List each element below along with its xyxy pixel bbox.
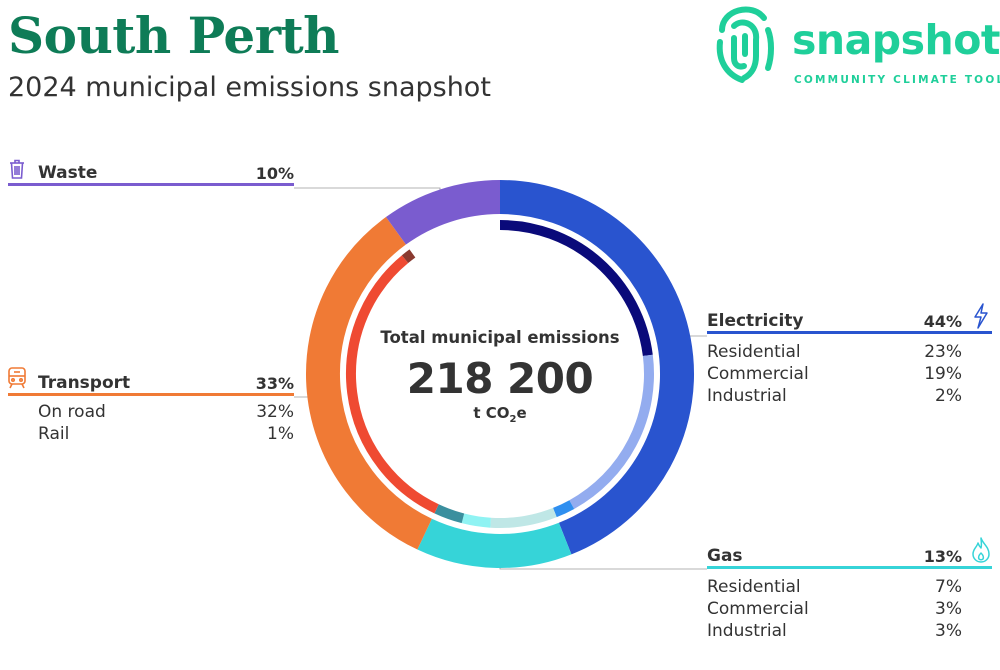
unit-prefix: t CO bbox=[473, 404, 510, 422]
sector-arc-gas bbox=[417, 518, 572, 568]
sector-name: Electricity bbox=[707, 311, 804, 331]
sector-name: Transport bbox=[38, 373, 131, 393]
sector-arc-transport bbox=[306, 217, 433, 550]
subsector-arc-electricity-industrial bbox=[552, 500, 575, 518]
logo-wordmark: snapshot bbox=[792, 16, 1000, 64]
unit-suffix: e bbox=[516, 404, 527, 422]
sector-gas: Gas 13% Residential 7% Commercial 3% Ind… bbox=[677, 537, 992, 641]
subsector-arc-gas-industrial bbox=[434, 504, 465, 524]
sector-arc-electricity bbox=[499, 180, 694, 555]
sector-percent: 13% bbox=[923, 547, 962, 566]
sector-header: Waste 10% bbox=[8, 159, 294, 186]
sector-ring bbox=[306, 180, 694, 568]
subsector-label: Commercial bbox=[707, 599, 809, 619]
sector-header: Transport 33% bbox=[8, 367, 294, 396]
sector-header: Electricity 44% bbox=[677, 303, 992, 334]
subsector-label: Residential bbox=[707, 577, 801, 597]
subsector-label: Residential bbox=[707, 342, 801, 362]
subsector-value: 3% bbox=[935, 621, 962, 641]
subsector-value: 7% bbox=[935, 577, 962, 597]
subsector-row: Commercial 3% bbox=[677, 597, 992, 619]
subsector-label: Industrial bbox=[707, 621, 787, 641]
subsector-arc-gas-residential bbox=[490, 507, 557, 528]
total-emissions-value: 218 200 bbox=[406, 354, 594, 403]
subsector-row: Residential 23% bbox=[677, 340, 992, 362]
subsector-row: Residential 7% bbox=[677, 575, 992, 597]
sector-arc-waste bbox=[385, 180, 501, 245]
snapshot-logo[interactable]: snapshot COMMUNITY CLIMATE TOOL bbox=[712, 0, 1000, 92]
fingerprint-logo-icon bbox=[716, 6, 774, 83]
page-subtitle: 2024 municipal emissions snapshot bbox=[8, 72, 491, 103]
subsector-row: Commercial 19% bbox=[677, 362, 992, 384]
sector-underline bbox=[8, 393, 294, 396]
subsector-row: Industrial 3% bbox=[677, 619, 992, 641]
subsector-value: 1% bbox=[267, 424, 294, 444]
leader-line bbox=[294, 187, 441, 196]
total-emissions-label: Total municipal emissions bbox=[380, 328, 620, 347]
subsector-label: On road bbox=[38, 402, 106, 422]
subsector-arc-gas-commercial bbox=[461, 513, 492, 528]
subsector-ring bbox=[346, 220, 654, 528]
sector-name: Waste bbox=[38, 163, 98, 183]
sector-underline bbox=[707, 566, 992, 569]
trash-bin-icon bbox=[10, 159, 24, 179]
subsector-arc-electricity-commercial bbox=[569, 354, 654, 509]
subsector-label: Industrial bbox=[707, 386, 787, 406]
subsector-row: On road 32% bbox=[8, 400, 294, 422]
subsector-row: Industrial 2% bbox=[677, 384, 992, 406]
sector-header: Gas 13% bbox=[677, 537, 992, 569]
subsector-value: 32% bbox=[256, 402, 294, 422]
subsector-value: 19% bbox=[924, 364, 962, 384]
subsector-arc-transport-rail bbox=[401, 249, 416, 264]
subsector-row: Rail 1% bbox=[8, 422, 294, 444]
logo-tagline: COMMUNITY CLIMATE TOOL bbox=[794, 74, 1000, 86]
subsector-label: Rail bbox=[38, 424, 70, 444]
subsector-value: 23% bbox=[924, 342, 962, 362]
lightning-bolt-icon bbox=[974, 303, 988, 329]
sector-transport: Transport 33% On road 32% Rail 1% bbox=[8, 367, 294, 444]
subsector-label: Commercial bbox=[707, 364, 809, 384]
subsector-arc-electricity-residential bbox=[499, 220, 653, 356]
sector-percent: 44% bbox=[923, 312, 962, 331]
subsector-value: 2% bbox=[935, 386, 962, 406]
subsector-arc-transport-on-road bbox=[346, 255, 439, 514]
sector-electricity: Electricity 44% Residential 23% Commerci… bbox=[677, 303, 992, 406]
page-title: South Perth bbox=[8, 6, 340, 65]
train-icon bbox=[8, 367, 26, 389]
sector-underline bbox=[707, 331, 992, 334]
total-emissions-unit: t CO2e bbox=[370, 404, 630, 425]
sector-name: Gas bbox=[707, 546, 743, 566]
sector-percent: 10% bbox=[255, 164, 294, 183]
unit-subscript: 2 bbox=[509, 414, 517, 425]
sector-percent: 33% bbox=[255, 374, 294, 393]
subsector-value: 3% bbox=[935, 599, 962, 619]
flame-icon bbox=[972, 537, 990, 563]
sector-waste: Waste 10% bbox=[8, 159, 294, 186]
sector-underline bbox=[8, 183, 294, 186]
